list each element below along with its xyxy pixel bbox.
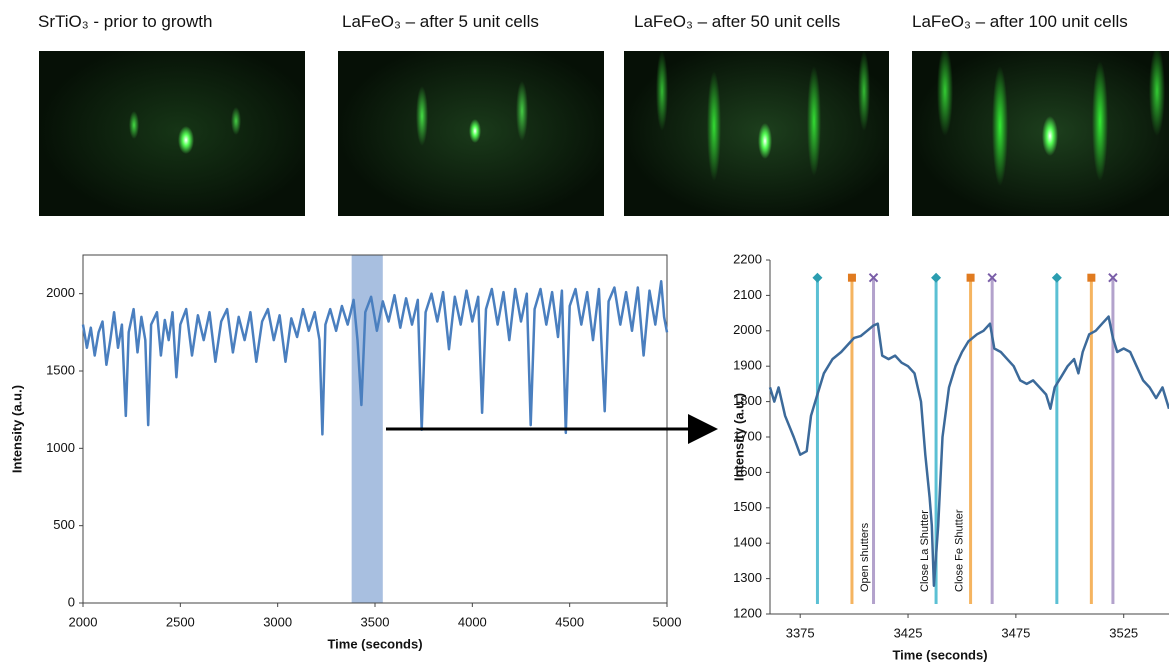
y-tick-label: 500 — [53, 517, 75, 532]
y-tick-label: 2000 — [46, 285, 75, 300]
image-caption: LaFeO₃ – after 100 unit cells — [912, 12, 1128, 31]
image-caption: LaFeO₃ – after 50 unit cells — [634, 12, 841, 31]
x-tick-label: 3475 — [1001, 625, 1030, 640]
event-marker — [987, 272, 997, 283]
image-caption: SrTiO₃ - prior to growth — [38, 12, 213, 31]
y-tick-label: 1800 — [733, 393, 762, 408]
rheed-image — [338, 51, 604, 216]
y-tick-label: 0 — [68, 594, 75, 609]
event-marker — [1108, 272, 1118, 283]
annotation: Open shutters — [859, 522, 871, 592]
y-tick-label: 2200 — [733, 251, 762, 266]
x-tick-label: 3425 — [894, 625, 923, 640]
y-tick-label: 1400 — [733, 535, 762, 550]
event-marker — [1051, 272, 1062, 283]
x-tick-label: 3500 — [361, 614, 390, 629]
x-axis-label: Time (seconds) — [892, 647, 987, 662]
y-tick-label: 2000 — [733, 322, 762, 337]
y-tick-label: 1700 — [733, 428, 762, 443]
y-tick-label: 1500 — [46, 362, 75, 377]
event-marker — [812, 272, 823, 283]
event-marker — [931, 272, 942, 283]
data-line — [81, 280, 669, 436]
y-axis-label: Intensity (a.u.) — [731, 393, 746, 481]
x-tick-label: 4000 — [458, 614, 487, 629]
y-tick-label: 1600 — [733, 464, 762, 479]
x-tick-label: 2500 — [166, 614, 195, 629]
x-tick-label: 3525 — [1109, 625, 1138, 640]
rheed-image — [624, 51, 889, 216]
highlight-band — [351, 255, 383, 603]
y-axis-label: Intensity (a.u.) — [9, 385, 24, 473]
x-tick-label: 3000 — [263, 614, 292, 629]
image-caption: LaFeO₃ – after 5 unit cells — [342, 12, 539, 31]
rheed-image — [39, 51, 305, 216]
y-tick-label: 2100 — [733, 287, 762, 302]
data-line — [768, 315, 1169, 587]
x-axis-label: Time (seconds) — [327, 636, 422, 651]
annotation: Close La Shutter — [919, 510, 931, 592]
event-marker — [847, 273, 856, 282]
event-marker — [1087, 273, 1096, 282]
event-marker — [966, 273, 975, 282]
y-tick-label: 1900 — [733, 358, 762, 373]
annotation: Close Fe Shutter — [954, 509, 966, 592]
event-marker — [868, 272, 879, 283]
x-tick-label: 2000 — [69, 614, 98, 629]
y-tick-label: 1300 — [733, 570, 762, 585]
x-tick-label: 4500 — [555, 614, 584, 629]
rheed-image — [912, 51, 1169, 216]
x-tick-label: 5000 — [653, 614, 682, 629]
y-tick-label: 1500 — [733, 499, 762, 514]
y-tick-label: 1200 — [733, 605, 762, 620]
y-tick-label: 1000 — [46, 440, 75, 455]
x-tick-label: 3375 — [786, 625, 815, 640]
